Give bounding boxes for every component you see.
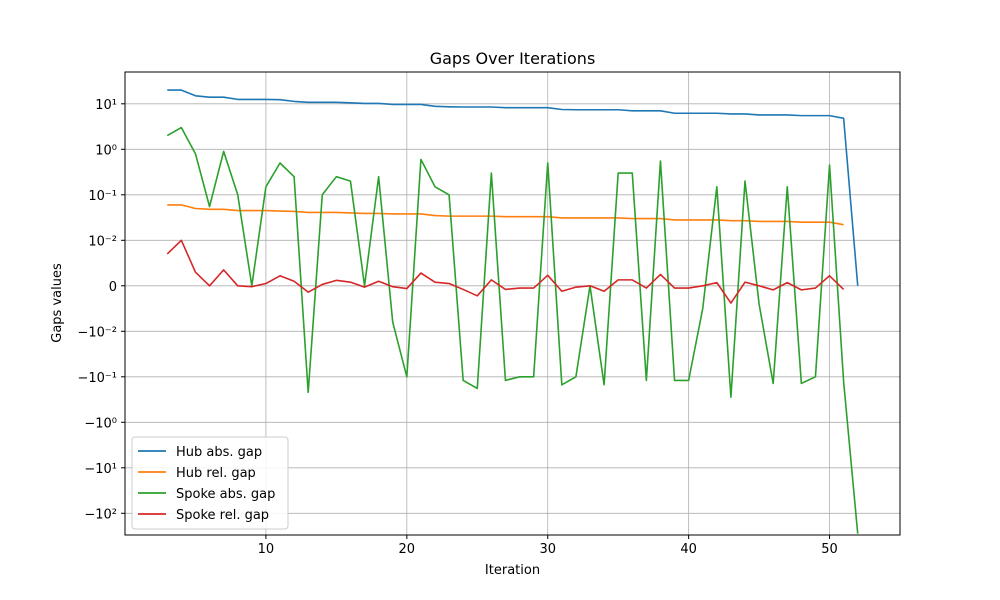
- y-tick-label: 10¹: [95, 98, 117, 113]
- x-axis-label: Iteration: [485, 563, 540, 578]
- y-tick-label: −10⁻²: [77, 325, 117, 340]
- legend-label: Hub abs. gap: [176, 445, 262, 460]
- grid: [125, 72, 900, 535]
- ticks: 10 20 30 40 50 10¹ 10⁰ 10⁻¹ 10⁻² 0 −10⁻² −10⁻¹ −10⁰ −…: [77, 98, 837, 557]
- axes-frame: [124, 71, 901, 536]
- legend: Hub abs. gap Hub rel. gap Spoke abs. gap Sp…: [131, 436, 289, 530]
- legend-box: [131, 436, 289, 530]
- y-tick-label: −10⁻¹: [77, 371, 117, 386]
- series-line-spoke-abs-gap: [166, 126, 859, 534]
- x-tick-label: 50: [821, 542, 838, 557]
- y-tick-label: 10⁰: [95, 143, 117, 158]
- x-tick-label: 10: [258, 542, 275, 557]
- x-tick-label: 30: [539, 542, 556, 557]
- y-tick-label: 10⁻²: [88, 234, 117, 249]
- series-line-spoke-rel-gap: [166, 239, 845, 304]
- y-tick-label: −10²: [84, 507, 117, 522]
- y-tick-label: −10⁰: [84, 416, 117, 431]
- legend-label: Hub rel. gap: [176, 466, 256, 481]
- series-line-hub-abs-gap: [167, 89, 859, 286]
- legend-label: Spoke rel. gap: [176, 508, 269, 523]
- y-axis-label: Gaps values: [50, 263, 65, 343]
- legend-label: Spoke abs. gap: [176, 487, 275, 502]
- series-line-hub-rel-gap: [167, 204, 844, 226]
- series-lines: [166, 89, 859, 534]
- chart-title: Gaps Over Iterations: [430, 49, 596, 68]
- y-tick-label: 10⁻¹: [88, 189, 117, 204]
- y-tick-label: 0: [109, 280, 117, 295]
- y-tick-label: −10¹: [84, 462, 117, 477]
- x-tick-label: 40: [680, 542, 697, 557]
- x-tick-label: 20: [399, 542, 416, 557]
